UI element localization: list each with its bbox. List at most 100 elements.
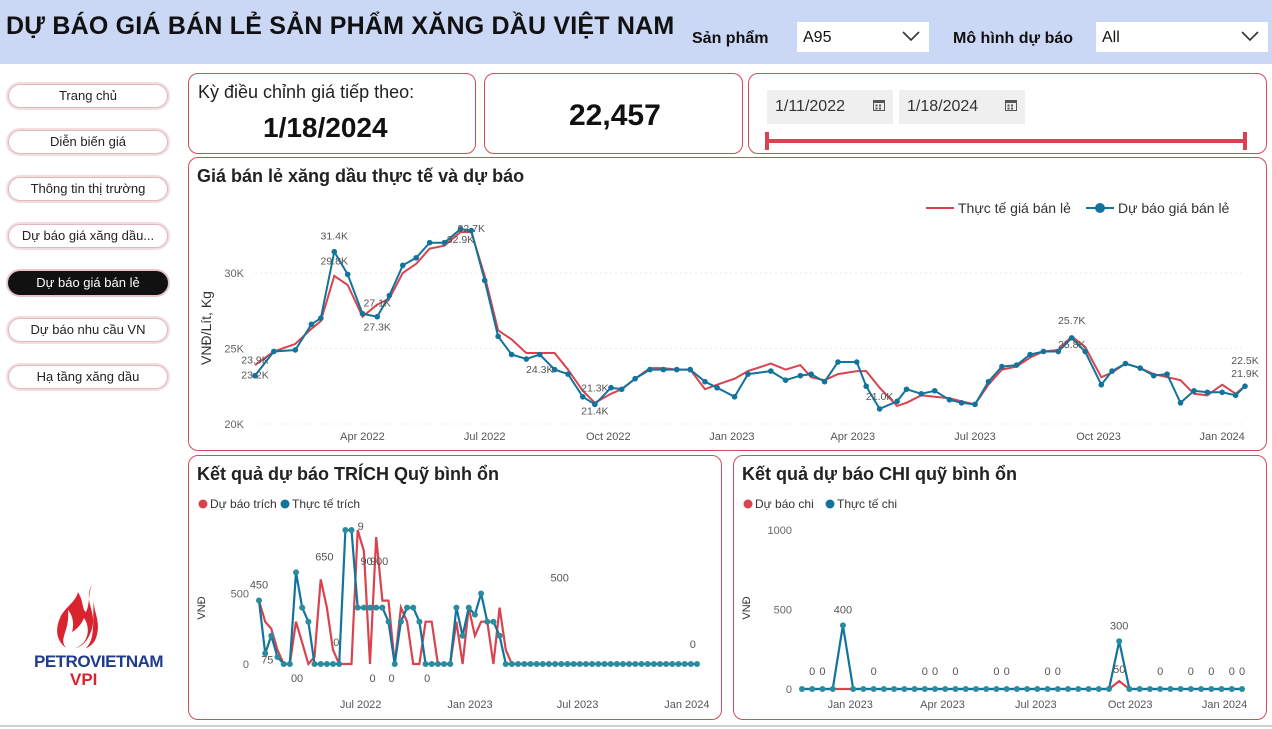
sidebar-nav: Trang chủ Diễn biến giá Thông tin thị tr… bbox=[0, 66, 178, 716]
forecast-point bbox=[608, 384, 614, 391]
data-point bbox=[299, 604, 306, 611]
data-label: 75 bbox=[261, 654, 273, 666]
data-label: 32.7K bbox=[458, 223, 485, 235]
data-label: 0 bbox=[1055, 666, 1061, 678]
data-label: 0 bbox=[1045, 666, 1051, 678]
page-bottom-rule bbox=[0, 725, 1272, 727]
data-label: 900 bbox=[370, 556, 388, 568]
x-tick-label: Jul 2023 bbox=[954, 431, 996, 443]
forecast-point bbox=[918, 390, 925, 397]
data-point bbox=[891, 686, 898, 692]
date-range-slider-track[interactable] bbox=[767, 139, 1247, 143]
data-label: 0 bbox=[1239, 666, 1245, 678]
nav-du-bao-nhu-cau[interactable]: Dự báo nhu cầu VN bbox=[8, 318, 168, 342]
trich-fund-chart: Dự báo trích Thực tế trích 500 0 Jul 2022 Jan… bbox=[196, 497, 710, 711]
legend-label: Thực tế trích bbox=[292, 497, 360, 511]
forecast-point bbox=[821, 378, 828, 385]
data-point bbox=[391, 661, 398, 667]
product-select[interactable]: A95 bbox=[797, 22, 929, 52]
nav-du-bao-gia-ban-le[interactable]: Dự báo giá bán lẻ bbox=[8, 271, 168, 295]
forecast-point bbox=[1040, 348, 1047, 355]
data-label: 21.3K bbox=[581, 382, 608, 394]
data-label: 0 bbox=[690, 639, 696, 651]
data-point bbox=[799, 686, 805, 692]
data-point bbox=[870, 686, 877, 692]
flame-logo-icon bbox=[57, 584, 98, 648]
date-range-slider-end-handle[interactable] bbox=[1243, 132, 1247, 150]
x-tick-label: Apr 2023 bbox=[830, 431, 875, 443]
data-point bbox=[589, 661, 596, 667]
chevron-down-icon bbox=[902, 31, 920, 42]
nav-trang-chu[interactable]: Trang chủ bbox=[8, 84, 168, 108]
data-point bbox=[515, 661, 522, 667]
y-tick-label: 0 bbox=[243, 659, 249, 671]
data-point bbox=[447, 661, 454, 667]
nav-dien-bien-gia[interactable]: Diễn biến giá bbox=[8, 130, 168, 154]
data-point bbox=[422, 661, 429, 667]
data-point bbox=[1146, 686, 1153, 692]
forecast-point bbox=[632, 375, 638, 382]
legend-marker bbox=[198, 499, 208, 509]
data-point bbox=[564, 661, 571, 667]
data-point bbox=[1095, 686, 1102, 692]
forecast-value-card: 22,457 bbox=[484, 73, 743, 154]
data-point bbox=[441, 661, 448, 667]
forecast-point bbox=[731, 394, 738, 400]
legend-marker bbox=[280, 499, 290, 509]
legend-forecast-marker bbox=[1095, 203, 1105, 213]
date-range-slider-start-handle[interactable] bbox=[765, 132, 769, 150]
data-point bbox=[650, 661, 657, 667]
data-point bbox=[570, 661, 577, 667]
forecast-point bbox=[647, 366, 653, 373]
forecast-point bbox=[551, 366, 558, 373]
forecast-point bbox=[441, 239, 448, 246]
forecast-point bbox=[1122, 360, 1129, 367]
data-point bbox=[354, 604, 361, 611]
data-point bbox=[373, 604, 380, 611]
data-label: 31.4K bbox=[321, 231, 348, 243]
x-tick-label: Jan 2024 bbox=[664, 699, 709, 711]
forecast-point bbox=[308, 321, 315, 328]
data-label: 50 bbox=[1113, 664, 1125, 676]
end-date-input[interactable]: 1/18/2024 bbox=[899, 90, 1025, 124]
legend-label: Dự báo chi bbox=[755, 497, 814, 511]
forecast-point bbox=[714, 384, 720, 391]
data-point bbox=[829, 686, 836, 692]
nav-du-bao-gia-xang-dau[interactable]: Dự báo giá xăng dầu... bbox=[8, 224, 168, 248]
product-select-value: A95 bbox=[803, 29, 832, 46]
data-label: 0 bbox=[1157, 666, 1163, 678]
data-point bbox=[809, 686, 816, 692]
nav-ha-tang-xang-dau[interactable]: Hạ tầng xăng dầu bbox=[8, 365, 168, 389]
data-point bbox=[434, 661, 441, 667]
nav-thong-tin-thi-truong[interactable]: Thông tin thị trường bbox=[8, 177, 168, 201]
data-label: 400 bbox=[834, 604, 852, 616]
data-point bbox=[983, 686, 990, 692]
calendar-icon[interactable] bbox=[1005, 99, 1017, 111]
start-date-input[interactable]: 1/11/2022 bbox=[767, 90, 893, 124]
next-adjustment-date: 1/18/2024 bbox=[263, 112, 388, 143]
data-point bbox=[607, 661, 614, 667]
data-label: 9 bbox=[358, 521, 364, 533]
data-point bbox=[280, 661, 287, 667]
logo-text-vpi: VPI bbox=[70, 670, 98, 689]
forecast-point bbox=[972, 401, 978, 408]
data-point bbox=[921, 686, 928, 692]
forecast-line bbox=[257, 529, 697, 667]
data-point bbox=[613, 661, 620, 667]
data-point bbox=[502, 661, 509, 667]
calendar-icon[interactable] bbox=[873, 99, 885, 111]
data-point bbox=[342, 527, 349, 534]
data-point bbox=[256, 597, 262, 604]
data-point bbox=[508, 661, 515, 667]
forecast-point bbox=[413, 254, 419, 261]
data-label: 0 bbox=[369, 673, 375, 685]
forecast-point bbox=[508, 351, 515, 358]
forecast-point bbox=[782, 377, 789, 383]
data-label: 0 bbox=[1188, 666, 1194, 678]
end-date-value: 1/18/2024 bbox=[907, 98, 979, 115]
data-point bbox=[952, 686, 959, 692]
x-tick-label: Apr 2022 bbox=[340, 431, 385, 443]
model-select[interactable]: All bbox=[1096, 22, 1268, 52]
data-point bbox=[1013, 686, 1020, 692]
data-point bbox=[675, 661, 682, 667]
